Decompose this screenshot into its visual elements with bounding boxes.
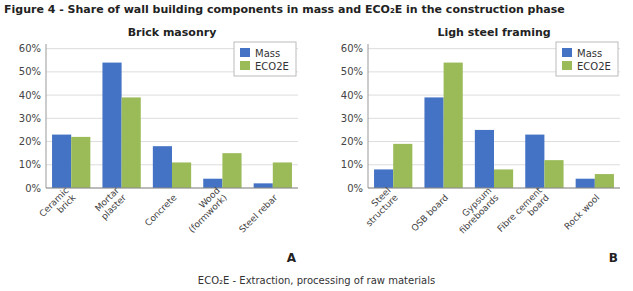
x-tick-label: Ceramicbrick (37, 185, 78, 226)
legend-label: Mass (255, 48, 280, 59)
legend: Mass ECO2E (556, 42, 618, 76)
legend-label: Mass (577, 48, 602, 59)
bar (393, 144, 412, 188)
y-tick-label: 10% (341, 159, 363, 170)
legend-swatch (240, 61, 250, 70)
y-tick-label: 10% (19, 159, 41, 170)
y-tick-label: 50% (19, 66, 41, 77)
bar (475, 130, 494, 188)
x-axis (46, 188, 298, 189)
bar (254, 183, 273, 188)
bar (71, 137, 90, 188)
y-tick-label: 40% (19, 90, 41, 101)
legend-box (234, 42, 296, 76)
y-axis (368, 44, 369, 188)
panel: Brick masonry 0% 10% 20% 30% 40% 50% 60% Ceramic… (19, 26, 298, 265)
x-tick-label: Gypsumfibreboards (450, 185, 500, 235)
bar (102, 63, 121, 188)
bar (122, 97, 141, 188)
bar (424, 97, 443, 188)
legend-box (556, 42, 618, 76)
legend-swatch (562, 61, 572, 70)
bar (222, 153, 241, 188)
bar (525, 135, 544, 188)
footer: ECO₂E - Extraction, processing of raw ma… (198, 275, 435, 286)
bar (494, 169, 513, 188)
grid-line (368, 95, 620, 96)
bar (544, 160, 563, 188)
panel-label: B (609, 251, 618, 265)
panel: Ligh steel framing 0% 10% 20% 30% 40% 50% 60% St… (341, 26, 620, 265)
grid-line (46, 118, 298, 119)
bars (52, 63, 292, 188)
y-tick-label: 50% (341, 66, 363, 77)
x-tick-label: OSB board (409, 192, 450, 233)
grid-line (46, 95, 298, 96)
y-tick-label: 60% (341, 43, 363, 54)
bar (273, 162, 292, 188)
y-tick-label: 40% (341, 90, 363, 101)
x-axis (368, 188, 620, 189)
x-tick-label: Rock wool (562, 192, 601, 231)
bar (576, 179, 595, 188)
legend-label: ECO2E (255, 61, 289, 72)
x-tick-label: Fibre cementboard (495, 185, 551, 241)
y-tick-label: 20% (341, 136, 363, 147)
x-tick-label: Mortarplaster (92, 185, 128, 221)
y-tick-label: 30% (341, 113, 363, 124)
bar (374, 169, 393, 188)
bar (52, 135, 71, 188)
grid-line (46, 188, 298, 189)
y-tick-label: 60% (19, 43, 41, 54)
bar (153, 146, 172, 188)
x-tick-label: Steelstructure (357, 185, 400, 228)
figure: Figure 4 - Share of wall building compon… (0, 0, 633, 291)
x-tick-label: Wood(formwork) (180, 185, 229, 234)
chart-title: Brick masonry (128, 26, 217, 39)
bar (595, 174, 614, 188)
bar (444, 63, 463, 188)
x-tick-label: Steel rebar (237, 192, 279, 234)
x-tick-label: Concrete (143, 192, 179, 228)
figure-title: Figure 4 - Share of wall building compon… (4, 3, 565, 16)
y-axis (46, 44, 47, 188)
y-tick-label: 20% (19, 136, 41, 147)
grid-line (368, 118, 620, 119)
legend-swatch (562, 48, 572, 57)
legend-swatch (240, 48, 250, 57)
bars (374, 63, 614, 188)
panel-label: A (287, 251, 297, 265)
chart-title: Ligh steel framing (437, 26, 550, 39)
legend-label: ECO2E (577, 61, 611, 72)
bar (172, 162, 191, 188)
y-tick-label: 0% (25, 183, 41, 194)
legend: Mass ECO2E (234, 42, 296, 76)
y-tick-label: 0% (347, 183, 363, 194)
y-tick-label: 30% (19, 113, 41, 124)
grid-line (368, 188, 620, 189)
